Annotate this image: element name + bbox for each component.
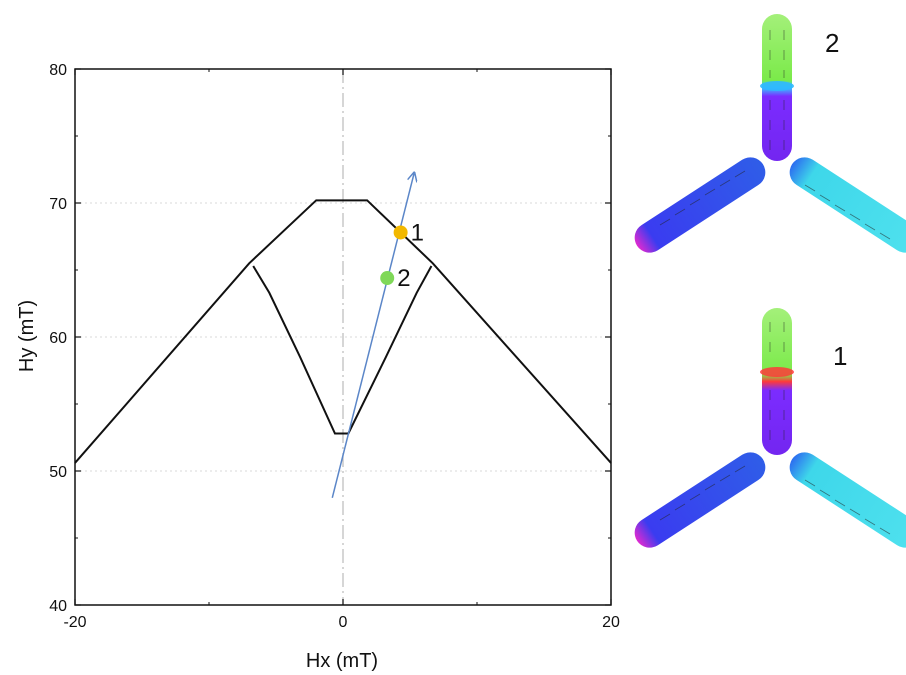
marked-points: 12 [380, 219, 424, 292]
x-tick-label: 0 [339, 614, 348, 631]
tripod-state-2 [634, 14, 906, 253]
panel-label-2: 2 [825, 28, 839, 58]
y-tick-label: 80 [49, 62, 67, 79]
y-tick-label: 70 [49, 196, 67, 213]
x-tick-label: 20 [602, 614, 620, 631]
vertical-arm [762, 308, 792, 455]
spin-arrows [659, 30, 891, 240]
data-point-2 [380, 271, 395, 286]
data-series [74, 199, 612, 464]
x-tick-label: -20 [63, 614, 86, 631]
series-line-1 [74, 199, 612, 464]
right-arm [789, 157, 906, 253]
left-arm [634, 452, 766, 548]
simulation-panel-state-1: 1 [634, 308, 906, 548]
spin-arrows [659, 322, 891, 535]
domain-wall [760, 367, 794, 377]
point-label-1: 1 [411, 219, 424, 246]
grid-lines [75, 69, 611, 605]
y-tick-label: 50 [49, 464, 67, 481]
left-arm [634, 157, 766, 253]
tick-labels: -20 0 20 40 50 60 70 80 [49, 62, 620, 631]
right-arm [789, 452, 906, 548]
simulation-panel-state-2: 2 [634, 14, 906, 253]
y-tick-label: 40 [49, 598, 67, 615]
tripod-state-1 [634, 308, 906, 548]
domain-wall [760, 81, 794, 91]
x-axis-title: Hx (mT) [306, 650, 378, 672]
point-label-2: 2 [397, 265, 410, 292]
series-line-2 [252, 265, 433, 435]
y-tick-label: 60 [49, 330, 67, 347]
axis-ticks [74, 68, 612, 606]
field-sweep-arrow [331, 174, 414, 498]
panel-label-1: 1 [833, 341, 847, 371]
y-axis-title: Hy (mT) [16, 300, 38, 372]
data-point-1 [393, 225, 408, 240]
